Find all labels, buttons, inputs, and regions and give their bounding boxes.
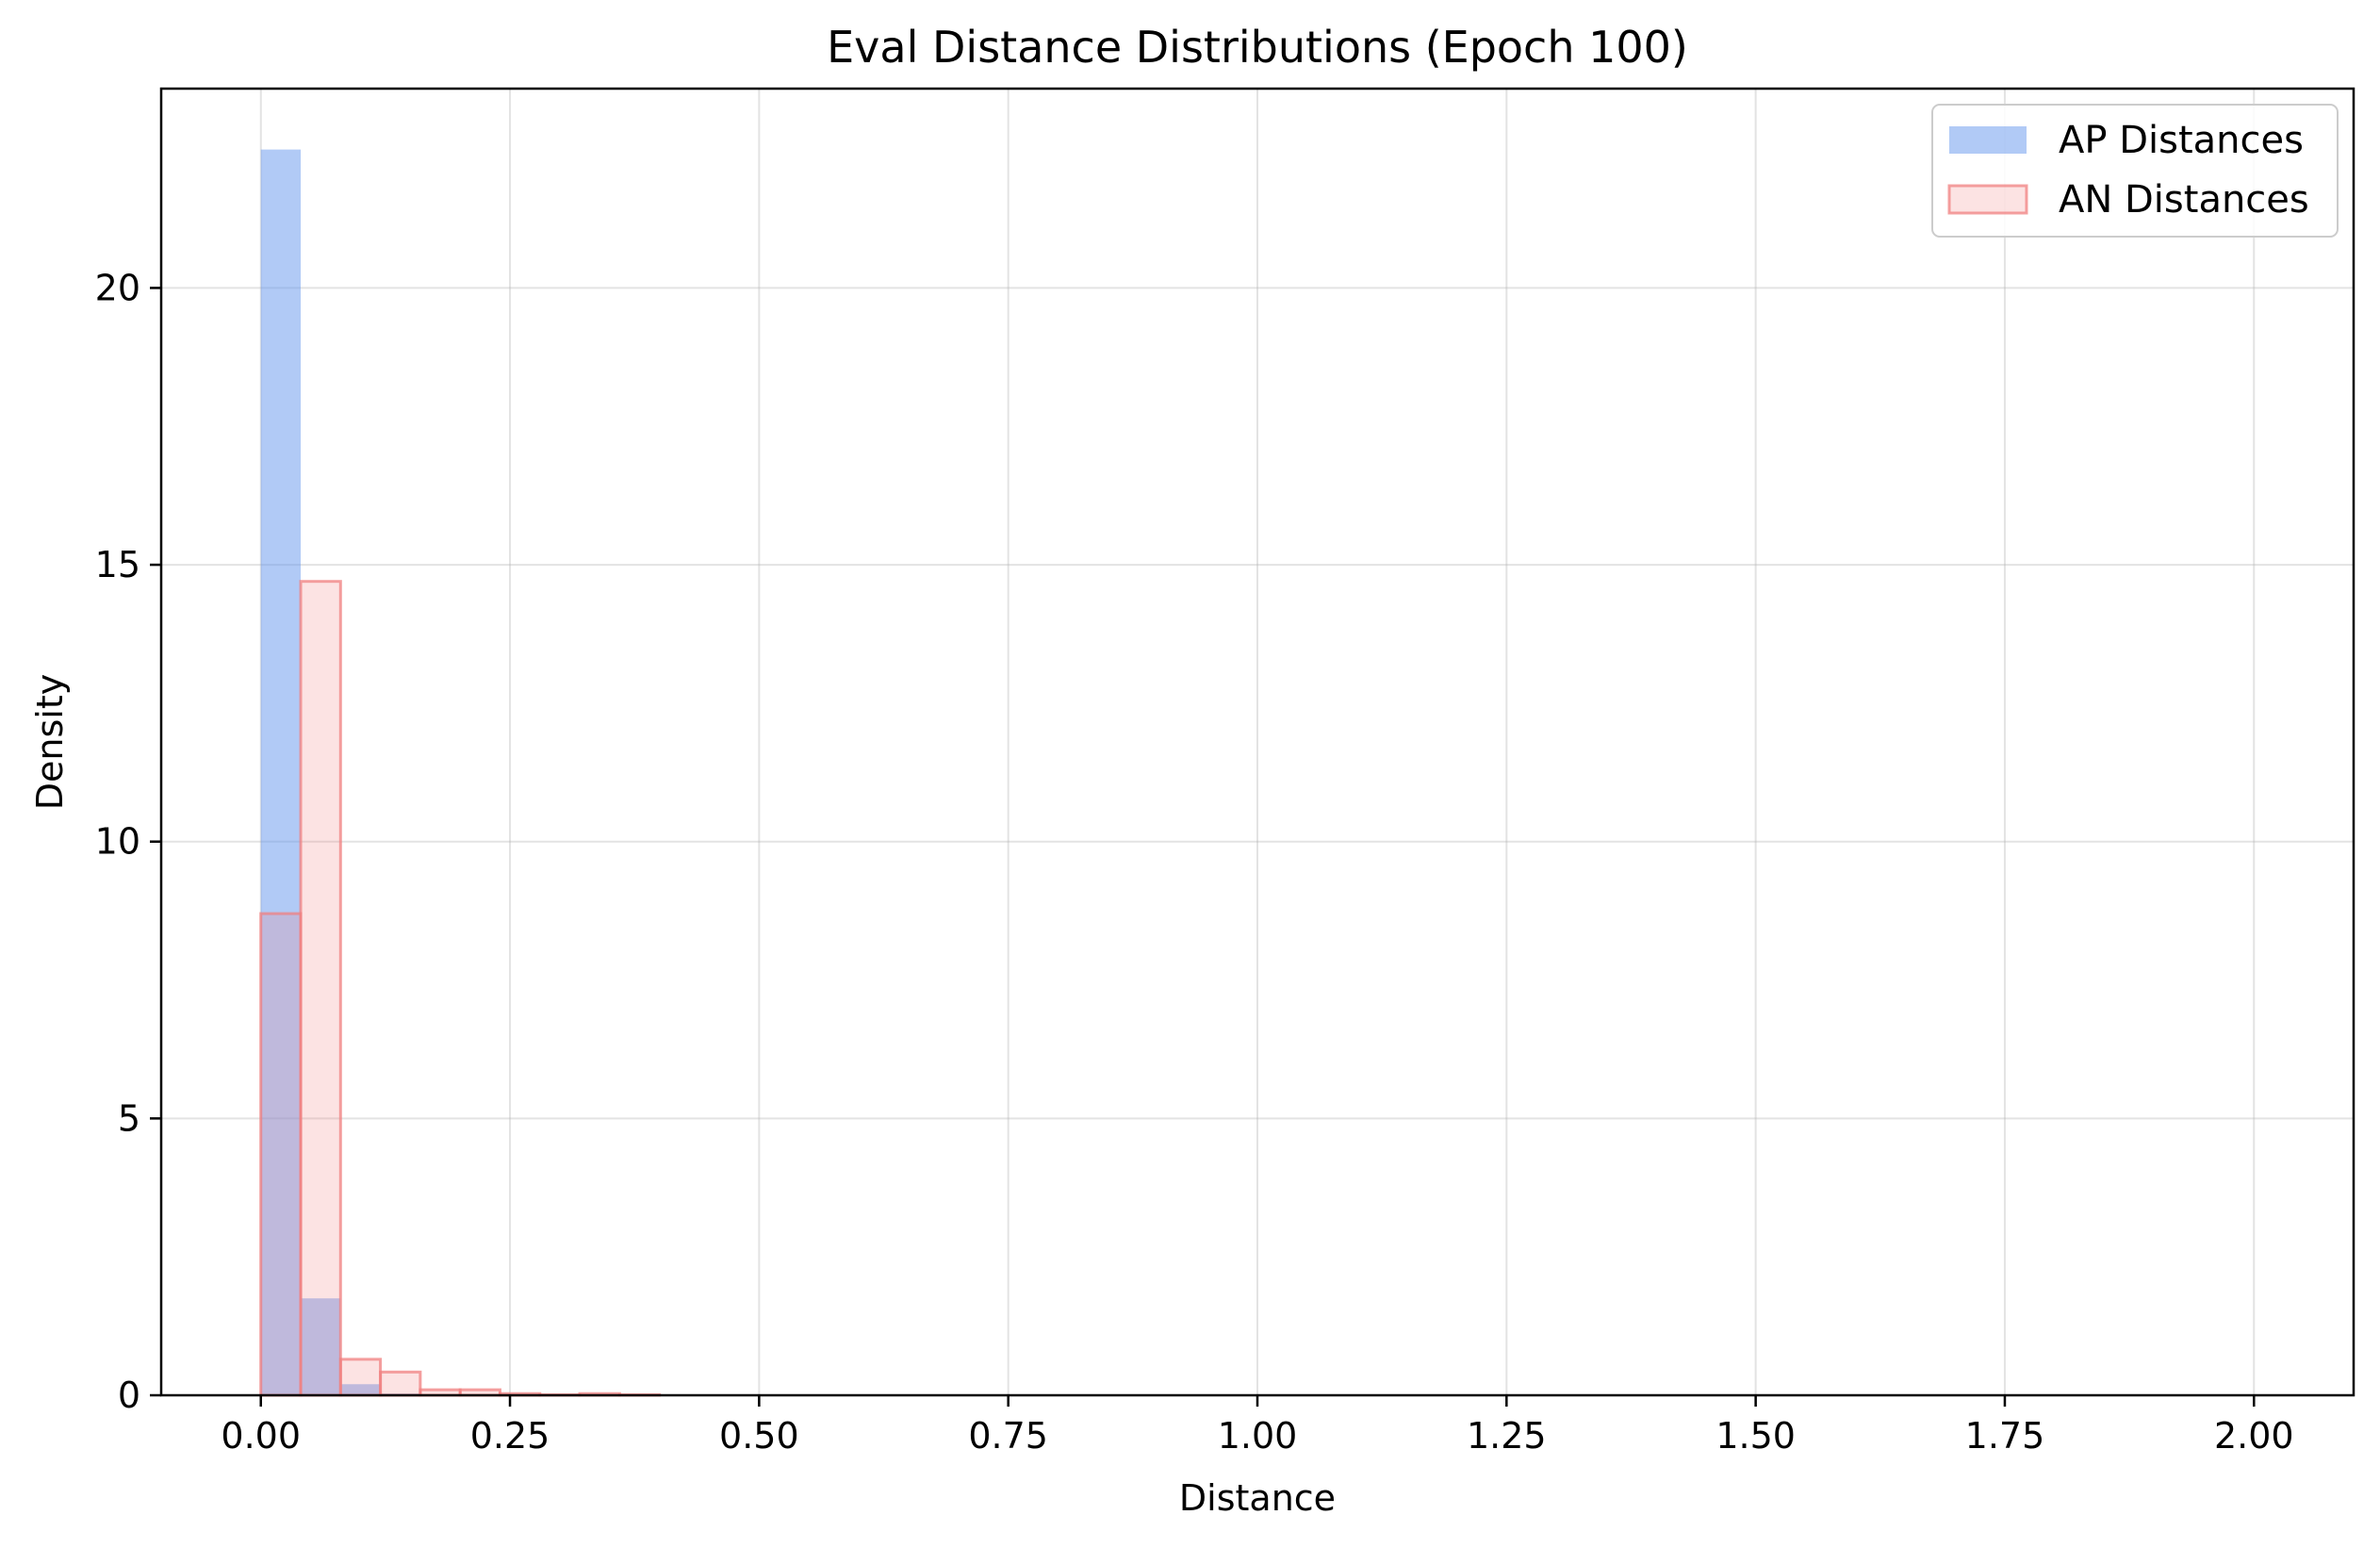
x-tick-label-8: 2.00 bbox=[2214, 1415, 2294, 1457]
x-tick-label-1: 0.25 bbox=[470, 1415, 550, 1457]
legend-box bbox=[1931, 104, 2339, 238]
grid-lines bbox=[161, 89, 2354, 1396]
bar-ap-0 bbox=[260, 149, 302, 1396]
bar-an-3 bbox=[379, 1370, 422, 1397]
bar-an-2 bbox=[338, 1358, 383, 1397]
series-an-bars bbox=[259, 580, 662, 1397]
x-tick-label-6: 1.50 bbox=[1715, 1415, 1796, 1457]
x-tick-label-3: 0.75 bbox=[968, 1415, 1048, 1457]
legend-label-an: AN Distances bbox=[2059, 178, 2309, 222]
y-tick-label-2: 10 bbox=[95, 821, 140, 863]
bar-an-0 bbox=[259, 912, 303, 1397]
y-axis-label: Density bbox=[29, 674, 71, 810]
y-tick-label-1: 5 bbox=[118, 1097, 140, 1139]
x-tick-label-2: 0.50 bbox=[719, 1415, 799, 1457]
legend-swatch-an bbox=[1947, 184, 2028, 215]
y-tick-label-4: 20 bbox=[95, 267, 140, 308]
x-tick-label-5: 1.25 bbox=[1467, 1415, 1547, 1457]
x-tick-label-0: 0.00 bbox=[221, 1415, 301, 1457]
axis-ticks: 0.00 0.25 0.50 0.75 1.00 1.25 1.50 1.75 2.00 0 5 10… bbox=[95, 267, 2294, 1457]
bar-ap-1 bbox=[301, 1298, 341, 1395]
series-ap-bars bbox=[260, 149, 501, 1396]
x-axis-label: Distance bbox=[1179, 1477, 1336, 1519]
y-tick-label-3: 15 bbox=[95, 544, 140, 585]
legend-swatch-ap bbox=[1949, 126, 2027, 154]
x-tick-label-4: 1.00 bbox=[1218, 1415, 1298, 1457]
bar-an-1 bbox=[299, 580, 342, 1397]
legend: AP Distances AN Distances bbox=[1931, 104, 2339, 238]
bar-ap-2 bbox=[340, 1384, 381, 1395]
legend-label-ap: AP Distances bbox=[2059, 119, 2304, 162]
x-tick-label-7: 1.75 bbox=[1965, 1415, 2045, 1457]
histogram-bars bbox=[259, 149, 662, 1397]
y-tick-label-0: 0 bbox=[118, 1375, 140, 1416]
chart-title: Eval Distance Distributions (Epoch 100) bbox=[827, 22, 1688, 73]
